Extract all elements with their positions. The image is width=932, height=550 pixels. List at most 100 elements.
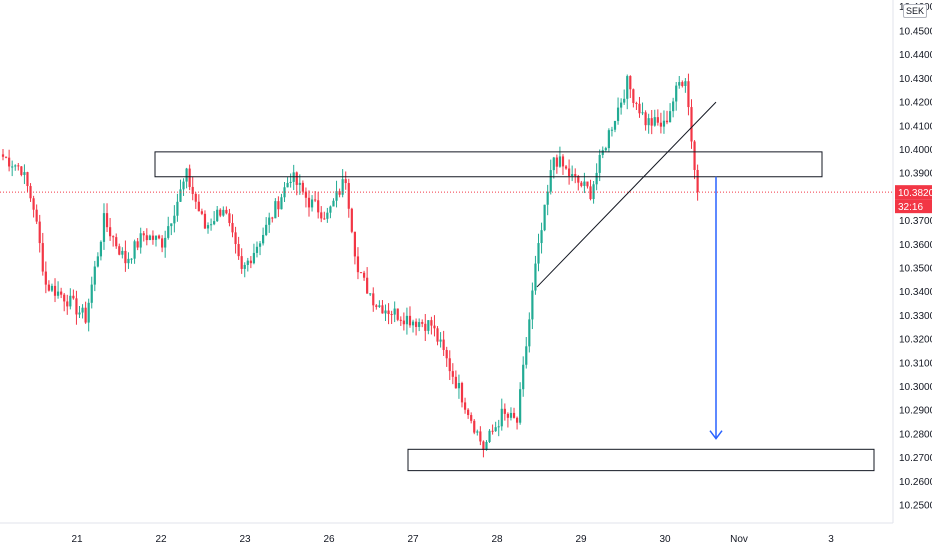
candle-body (430, 320, 433, 326)
candle-body (424, 323, 427, 331)
candle-body (543, 204, 546, 231)
candle-body (454, 376, 457, 389)
candle-body (219, 209, 222, 216)
candle-body (522, 364, 525, 390)
candle-body (44, 271, 47, 285)
candle-body (93, 266, 96, 285)
candle-body (179, 189, 182, 202)
candle-body (479, 431, 482, 442)
candle-body (616, 107, 620, 121)
candle-body (549, 170, 552, 192)
candle-body (353, 231, 356, 257)
y-tick-label: 10.33000 (899, 311, 932, 322)
candle-body (317, 200, 320, 213)
currency-badge[interactable]: SEK (903, 4, 928, 18)
candle-body (154, 235, 158, 240)
candle-body (650, 118, 653, 126)
candle-body (546, 191, 549, 205)
x-tick-label: 3 (828, 534, 834, 545)
candle-body (200, 211, 203, 214)
candle-body (552, 157, 555, 171)
candle-body (359, 272, 363, 274)
candle-body (194, 193, 197, 202)
candle-body (320, 212, 323, 219)
candle-body (216, 209, 219, 222)
candle-body (503, 408, 506, 414)
candle-body (555, 157, 558, 167)
y-tick-label: 10.44000 (899, 50, 932, 61)
candle-body (384, 310, 387, 314)
candle-body (598, 154, 601, 173)
candle-body (534, 263, 537, 291)
candle-body (641, 112, 644, 114)
candle-body (506, 413, 509, 418)
x-tick-label: 27 (407, 534, 419, 545)
candle-body (607, 130, 610, 149)
candle-body (537, 243, 540, 264)
candle-body (1, 154, 5, 157)
candle-body (568, 168, 571, 177)
candle-body (436, 328, 439, 342)
candle-body (427, 320, 430, 331)
candle-body (164, 237, 167, 248)
candle-body (638, 103, 641, 114)
candle-body (439, 339, 442, 342)
candle-body (369, 293, 372, 295)
candle-body (347, 183, 350, 209)
candle-body (148, 235, 151, 241)
candle-body (592, 184, 595, 200)
candle-body (399, 319, 402, 321)
candle-body (118, 246, 121, 255)
candle-body (326, 212, 329, 219)
candle-body (470, 415, 473, 421)
candle-body (170, 223, 173, 227)
candle-body (378, 305, 381, 307)
candle-body (390, 314, 393, 316)
candle-body (460, 382, 464, 403)
x-tick-label: 22 (155, 534, 167, 545)
candle-body (451, 371, 454, 377)
trendline (536, 101, 717, 288)
y-tick-label: 10.39000 (899, 169, 932, 180)
candle-body (515, 417, 519, 423)
candle-body (237, 244, 240, 257)
candle-body (644, 112, 647, 126)
candle-body (209, 224, 213, 226)
candle-body (525, 346, 528, 365)
candle-body (323, 218, 326, 220)
candle-body (225, 209, 228, 214)
candle-body (672, 101, 675, 112)
candle-body (47, 284, 50, 291)
candle-body (234, 232, 237, 245)
resistance-zone-box (154, 151, 823, 178)
candle-body (356, 256, 360, 273)
x-tick-label: 28 (491, 534, 503, 545)
candle-body (564, 166, 568, 169)
y-tick-label: 10.30000 (899, 382, 932, 393)
candle-body (246, 260, 249, 265)
candle-body (635, 102, 638, 104)
y-tick-label: 10.25000 (899, 501, 932, 512)
candle-body (268, 217, 271, 225)
candle-body (197, 201, 200, 212)
candle-body (60, 291, 63, 295)
candle-body (121, 250, 124, 255)
candle-body (558, 156, 562, 167)
candle-body (491, 430, 494, 432)
candle-body (620, 102, 623, 108)
candle-body (500, 408, 503, 427)
candle-body (56, 291, 60, 296)
candle-body (145, 235, 148, 241)
candle-body (109, 227, 112, 237)
candle-body (90, 284, 93, 303)
candle-body (583, 181, 586, 186)
candle-body (255, 246, 259, 253)
candle-body (142, 233, 145, 236)
candle-body (78, 312, 81, 315)
y-tick-label: 10.45000 (899, 27, 932, 38)
candle-body (362, 272, 366, 278)
candle-body (105, 213, 109, 228)
candle-body (136, 241, 139, 248)
candle-body (681, 82, 684, 86)
